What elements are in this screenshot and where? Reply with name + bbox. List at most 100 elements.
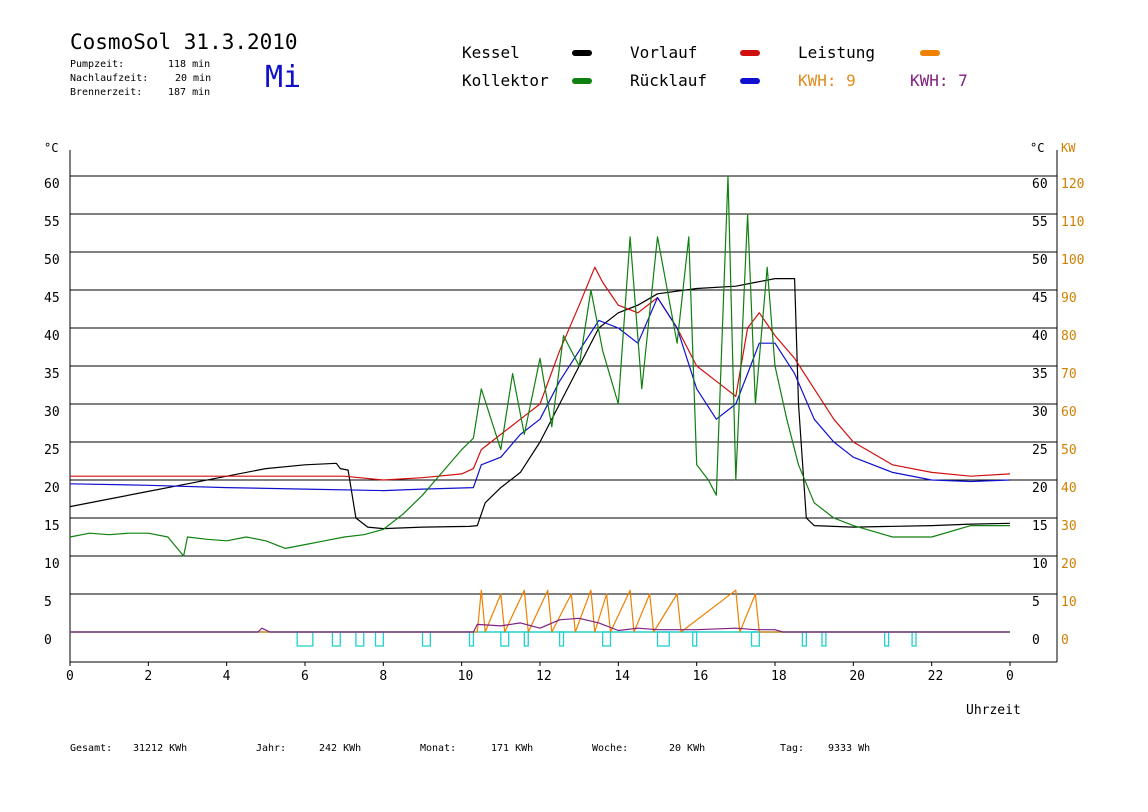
y-tick-left-45: 45 <box>44 291 60 306</box>
legend-kwh-1: KWH: 9 <box>798 71 856 90</box>
legend-kessel-label: Kessel <box>462 43 520 62</box>
y-tick-left-20: 20 <box>44 481 60 496</box>
y-tick-right-25: 25 <box>1032 443 1048 458</box>
y-axis-label-kw: KW <box>1061 141 1076 155</box>
footer-tag-label: Tag: <box>780 743 805 754</box>
series-line-kollektor <box>69 175 1010 557</box>
y-tick-kw-90: 90 <box>1061 291 1077 306</box>
y-tick-right-15: 15 <box>1032 519 1048 534</box>
legend-kwh-2: KWH: 7 <box>910 71 968 90</box>
legend-kollektor-label: Kollektor <box>462 71 549 90</box>
y-tick-kw-0: 0 <box>1061 633 1069 648</box>
pump-interval-14 <box>821 631 827 647</box>
x-tick-1: 2 <box>144 669 152 684</box>
y-tick-right-45: 45 <box>1032 291 1048 306</box>
pump-interval-1 <box>331 631 341 647</box>
y-tick-left-55: 55 <box>44 215 60 230</box>
footer-woche-label: Woche: <box>592 743 629 754</box>
pump-interval-2 <box>355 631 365 647</box>
pump-interval-7 <box>523 631 529 647</box>
footer-tag-value: 9333 Wh <box>828 743 871 754</box>
legend-leistung-swatch <box>920 50 940 56</box>
x-tick-11: 22 <box>928 669 944 684</box>
series-line-leistung <box>70 589 1010 633</box>
pump-interval-8 <box>558 631 565 647</box>
y-tick-right-10: 10 <box>1032 557 1048 572</box>
legend-vorlauf-swatch <box>740 50 760 56</box>
y-tick-left-40: 40 <box>44 329 60 344</box>
pump-interval-13 <box>801 631 807 647</box>
legend-leistung-label: Leistung <box>798 43 876 62</box>
brenner-time-label: Brennerzeit: <box>70 87 143 98</box>
y-tick-kw-70: 70 <box>1061 367 1077 382</box>
y-tick-left-10: 10 <box>44 557 60 572</box>
y-tick-kw-50: 50 <box>1061 443 1077 458</box>
footer-monat-value: 171 KWh <box>491 743 534 754</box>
y-tick-right-0: 0 <box>1032 633 1040 648</box>
x-tick-12: 0 <box>1006 669 1014 684</box>
y-tick-kw-120: 120 <box>1061 177 1084 192</box>
pump-interval-11 <box>692 631 698 647</box>
x-tick-3: 6 <box>301 669 309 684</box>
footer-monat-label: Monat: <box>420 743 457 754</box>
chart-axes: 0510152025303540455055600510152025303540… <box>44 150 1084 684</box>
x-tick-5: 10 <box>458 669 474 684</box>
y-tick-right-55: 55 <box>1032 215 1048 230</box>
y-tick-left-0: 0 <box>44 633 52 648</box>
y-axis-label-right: °C <box>1030 141 1044 155</box>
chart-grid <box>70 175 1057 595</box>
y-tick-right-40: 40 <box>1032 329 1048 344</box>
pump-interval-6 <box>500 631 510 647</box>
y-tick-kw-110: 110 <box>1061 215 1084 230</box>
series-line-kwh2 <box>70 617 1010 633</box>
x-tick-4: 8 <box>379 669 387 684</box>
pump-interval-10 <box>656 631 670 647</box>
pump-interval-3 <box>374 631 384 647</box>
x-tick-9: 18 <box>771 669 787 684</box>
y-tick-left-25: 25 <box>44 443 60 458</box>
y-tick-right-20: 20 <box>1032 481 1048 496</box>
legend-kessel-swatch <box>572 50 592 56</box>
x-tick-7: 14 <box>614 669 630 684</box>
y-tick-right-35: 35 <box>1032 367 1048 382</box>
y-tick-kw-60: 60 <box>1061 405 1077 420</box>
x-tick-8: 16 <box>693 669 709 684</box>
y-tick-left-35: 35 <box>44 367 60 382</box>
y-tick-left-30: 30 <box>44 405 60 420</box>
y-tick-left-50: 50 <box>44 253 60 268</box>
pump-interval-5 <box>468 631 475 647</box>
pump-interval-12 <box>750 631 760 647</box>
y-tick-kw-10: 10 <box>1061 595 1077 610</box>
footer-gesamt-label: Gesamt: <box>70 743 113 754</box>
x-tick-6: 12 <box>536 669 552 684</box>
pump-interval-16 <box>911 631 917 647</box>
y-tick-left-15: 15 <box>44 519 60 534</box>
chart-title: CosmoSol 31.3.2010 <box>70 30 298 54</box>
chart-labels: °C °C KW Uhrzeit <box>44 141 1076 718</box>
legend-ruecklauf-swatch <box>740 78 760 84</box>
series-line-ruecklauf <box>69 297 1011 492</box>
pump-time-label: Pumpzeit: <box>70 59 125 70</box>
x-tick-2: 4 <box>223 669 231 684</box>
pump-intervals <box>70 631 1010 647</box>
y-axis-label-left: °C <box>44 141 58 155</box>
x-axis-label: Uhrzeit <box>966 703 1021 718</box>
y-tick-kw-100: 100 <box>1061 253 1084 268</box>
series-line-vorlauf <box>70 266 1011 481</box>
nachlauf-time-label: Nachlaufzeit: <box>70 73 149 84</box>
y-tick-left-5: 5 <box>44 595 52 610</box>
y-tick-right-60: 60 <box>1032 177 1048 192</box>
pump-interval-0 <box>296 631 314 647</box>
y-tick-kw-40: 40 <box>1061 481 1077 496</box>
pump-interval-4 <box>421 631 431 647</box>
legend-vorlauf-label: Vorlauf <box>630 43 698 62</box>
brenner-time-value: 187 min <box>168 87 211 98</box>
y-tick-right-50: 50 <box>1032 253 1048 268</box>
x-tick-0: 0 <box>66 669 74 684</box>
nachlauf-time-value: 20 min <box>175 73 212 84</box>
footer-jahr-value: 242 KWh <box>319 743 362 754</box>
y-tick-kw-80: 80 <box>1061 329 1077 344</box>
x-tick-10: 20 <box>849 669 865 684</box>
y-tick-kw-30: 30 <box>1061 519 1077 534</box>
